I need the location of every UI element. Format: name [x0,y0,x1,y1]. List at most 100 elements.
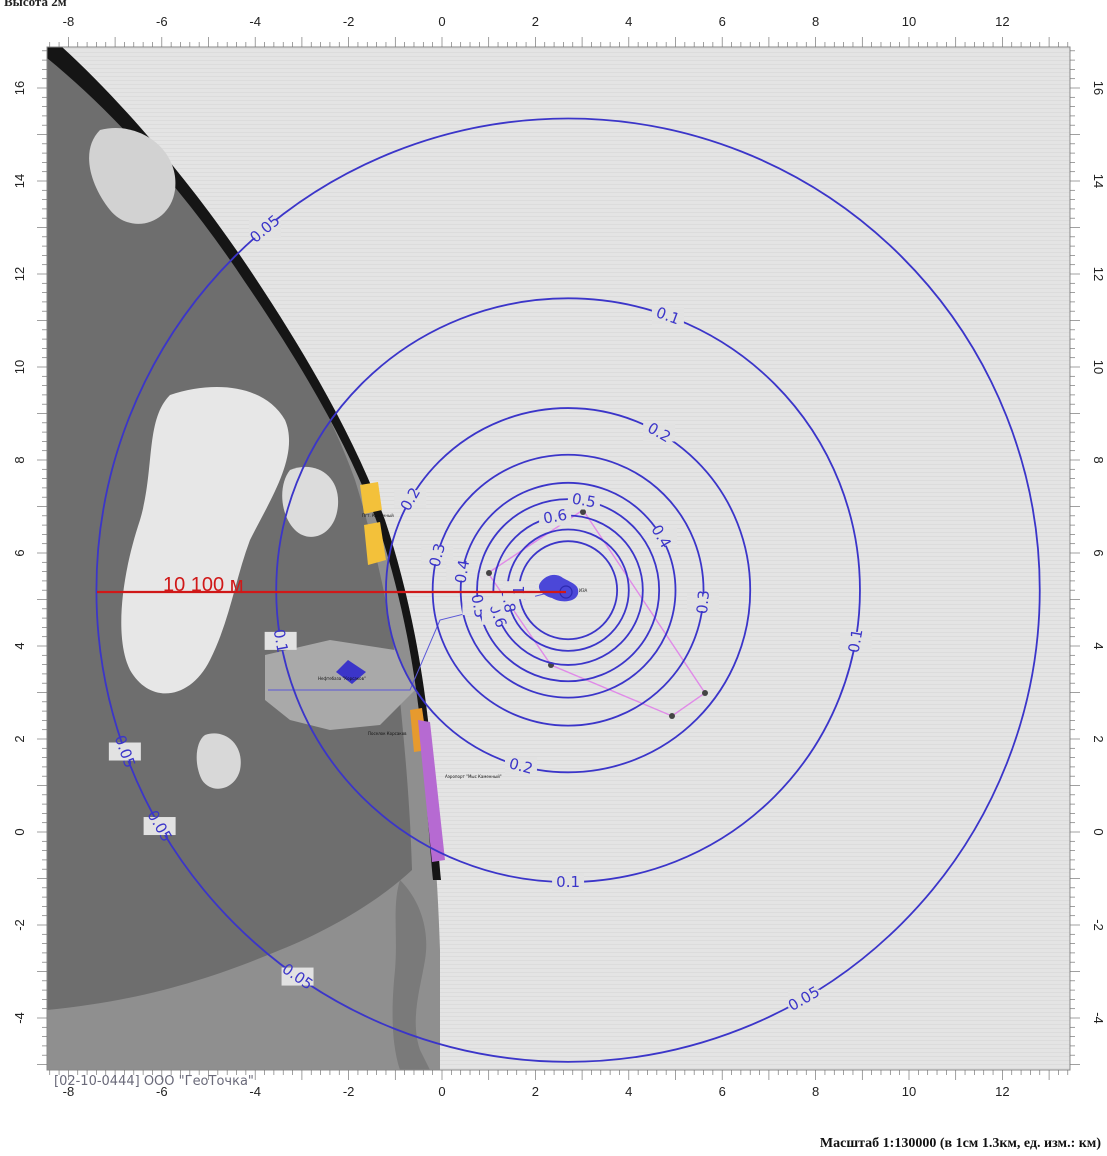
contour-ring-0-4 [459,481,677,699]
y-tick-label-left: -4 [12,1012,27,1024]
y-tick-label-right: 16 [1091,81,1106,95]
contour-label-bg [264,631,297,650]
y-tick-label-right: 4 [1091,642,1106,649]
x-tick-label-top: 10 [902,14,916,29]
site-label-airport: Аэропорт "Мыс Каменный" [445,774,502,779]
contour-label-bg [539,507,572,526]
contour-label-0-1: 0.1 [270,628,292,655]
x-tick-label-bottom: -4 [249,1084,261,1099]
contour-label-0-3: 0.3 [693,589,713,614]
contour-label-bg [567,491,600,510]
contour-ring-0-2 [385,407,752,774]
x-tick-label-bottom: -8 [63,1084,75,1099]
x-tick-label-top: -8 [63,14,75,29]
contour-label-bg [651,306,684,325]
contour-label-bg [281,967,314,986]
scale-text: Масштаб 1:130000 (в 1см 1.3км, ед. изм.:… [819,1136,1101,1151]
y-tick-label-left: 14 [12,174,27,188]
contour-label-0-2: 0.2 [507,754,535,778]
settlement-area [265,640,415,730]
y-tick-label-right: -2 [1091,919,1106,931]
southern-spit [392,880,430,1070]
boundary-markers [486,509,708,719]
lake-south [196,733,241,789]
x-tick-label-bottom: 8 [812,1084,819,1099]
y-tick-label-left: 4 [12,642,27,649]
contour-label-bg [248,219,281,238]
y-tick-label-left: -2 [12,919,27,931]
site-polygon-blue [336,660,366,684]
x-tick-label-bottom: 2 [532,1084,539,1099]
credit-text: [02-10-0444] ООО "ГеоТочка" [54,1074,254,1089]
contour-label-0-4: 0.4 [451,558,473,585]
x-tick-label-top: -6 [156,14,168,29]
contour-label-bg [503,581,536,600]
y-tick-label-right: 14 [1091,174,1106,188]
x-tick-label-top: 4 [625,14,632,29]
lake-large [121,387,290,694]
y-tick-label-left: 8 [12,456,27,463]
x-tick-label-top: 8 [812,14,819,29]
header-title: Высота 2м [4,0,67,9]
y-tick-label-left: 16 [12,81,27,95]
contour-label-bg [643,423,676,442]
x-tick-label-bottom: 12 [995,1084,1009,1099]
y-tick-label-right: -4 [1091,1012,1106,1024]
x-tick-label-bottom: 0 [438,1084,445,1099]
contour-label-0-6: 0.6 [542,506,569,528]
contour-label-0-1: 0.1 [556,873,580,891]
lake-north [89,128,176,224]
contour-label-0-3: 0.3 [425,541,449,569]
x-tick-label-top: 2 [532,14,539,29]
y-tick-label-left: 10 [12,360,27,374]
contour-label-bg [787,989,820,1008]
site-label-korsakov: Поселок Корсаков [368,731,407,736]
x-tick-label-bottom: 4 [625,1084,632,1099]
contour-label-1: 1 [510,585,528,595]
site-polygon-yellow-1 [360,482,382,514]
y-tick-label-right: 10 [1091,360,1106,374]
x-tick-label-bottom: 10 [902,1084,916,1099]
contour-label-bg [552,873,585,892]
contour-label-bg [421,546,454,565]
zone-boundary-polygon [487,509,706,717]
x-tick-label-top: 12 [995,14,1009,29]
x-tick-label-top: 0 [438,14,445,29]
y-tick-label-right: 12 [1091,267,1106,281]
contour-ring-0-05 [95,117,1041,1063]
svg-text:ИЗА: ИЗА [579,588,588,593]
contour-label-bg [143,817,176,836]
y-tick-label-right: 0 [1091,828,1106,835]
x-tick-label-top: -4 [249,14,261,29]
x-tick-label-top: 6 [719,14,726,29]
contour-label-bg [108,742,141,761]
site-label-oil-depot: Нефтебаза "Корсаков" [318,676,366,681]
x-tick-label-top: -2 [343,14,355,29]
site-label-kamenny: Пгт. Каменный [362,513,394,518]
y-tick-label-right: 2 [1091,735,1106,742]
contour-label-bg [839,631,872,650]
contour-label-bg [504,757,537,776]
y-tick-label-left: 6 [12,549,27,556]
contour-label-bg [394,490,427,509]
contour-ring-0-3 [431,453,705,727]
x-tick-label-bottom: -6 [156,1084,168,1099]
y-tick-label-left: 0 [12,828,27,835]
site-polygon-yellow-2 [364,522,386,565]
site-polygon-purple-strip [418,720,445,862]
contour-label-0-5: 0.5 [571,490,598,512]
contour-label-bg [645,527,678,546]
frame-border [46,46,1071,1071]
x-tick-label-bottom: 6 [719,1084,726,1099]
y-tick-label-left: 12 [12,267,27,281]
distance-label: 10 100 м [163,574,244,596]
y-tick-label-right: 8 [1091,456,1106,463]
x-tick-label-bottom: -2 [343,1084,355,1099]
contour-label-bg [481,606,514,625]
y-tick-label-right: 6 [1091,549,1106,556]
contour-label-bg [446,562,479,581]
contour-label-bg [687,593,720,612]
contour-label-0-1: 0.1 [845,628,867,655]
